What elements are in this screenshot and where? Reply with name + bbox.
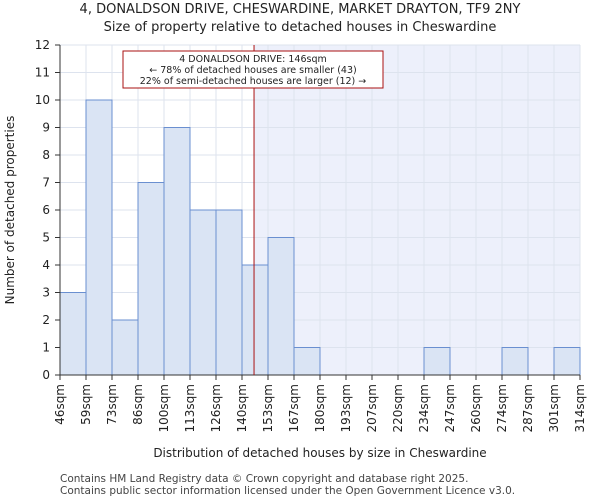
- y-tick-label: 5: [42, 231, 50, 245]
- x-tick-label: 140sqm: [235, 384, 249, 432]
- y-tick-label: 0: [42, 368, 50, 382]
- annotation-line: ← 78% of detached houses are smaller (43…: [149, 65, 356, 76]
- x-tick-label: 167sqm: [287, 384, 301, 432]
- y-tick-label: 7: [42, 176, 50, 190]
- histogram-bar: [189, 209, 217, 376]
- footer-licence: Contains public sector information licen…: [60, 485, 516, 497]
- x-tick-label: 59sqm: [79, 384, 93, 425]
- histogram-bar: [215, 209, 243, 376]
- y-tick-label: 8: [42, 148, 50, 162]
- annotation-line: 4 DONALDSON DRIVE: 146sqm: [179, 54, 327, 65]
- annotation-line: 22% of semi-detached houses are larger (…: [140, 76, 367, 87]
- x-tick-label: 100sqm: [157, 384, 171, 432]
- histogram-bar: [59, 292, 87, 376]
- histogram-bar: [137, 182, 165, 376]
- x-tick-label: 274sqm: [495, 384, 509, 432]
- y-tick-label: 11: [35, 66, 50, 80]
- x-tick-label: 73sqm: [105, 384, 119, 425]
- x-tick-label: 220sqm: [391, 384, 405, 432]
- x-tick-label: 207sqm: [365, 384, 379, 432]
- page-title: 4, DONALDSON DRIVE, CHESWARDINE, MARKET …: [79, 2, 521, 17]
- y-tick-label: 1: [42, 341, 50, 355]
- y-tick-label: 2: [42, 313, 50, 327]
- histogram-bar: [501, 347, 529, 376]
- x-tick-label: 260sqm: [469, 384, 483, 432]
- y-tick-label: 10: [35, 93, 50, 107]
- histogram-bar: [241, 264, 269, 376]
- x-tick-label: 247sqm: [443, 384, 457, 432]
- histogram-bar: [85, 99, 113, 376]
- y-tick-label: 12: [35, 38, 50, 52]
- x-tick-label: 126sqm: [209, 384, 223, 432]
- histogram-bar: [267, 237, 295, 376]
- x-tick-label: 86sqm: [131, 384, 145, 425]
- x-tick-label: 46sqm: [53, 384, 67, 425]
- x-tick-label: 314sqm: [573, 384, 587, 432]
- y-tick-label: 6: [42, 203, 50, 217]
- chart-subtitle: Size of property relative to detached ho…: [103, 20, 497, 35]
- x-tick-label: 234sqm: [417, 384, 431, 432]
- x-tick-label: 287sqm: [521, 384, 535, 432]
- y-axis-title: Number of detached properties: [3, 116, 17, 305]
- y-tick-label: 3: [42, 286, 50, 300]
- x-tick-label: 193sqm: [339, 384, 353, 432]
- histogram-bar: [293, 347, 321, 376]
- y-tick-label: 4: [42, 258, 50, 272]
- histogram-bar: [423, 347, 451, 376]
- x-tick-label: 153sqm: [261, 384, 275, 432]
- x-tick-label: 180sqm: [313, 384, 327, 432]
- y-tick-label: 9: [42, 121, 50, 135]
- histogram-bar: [553, 347, 581, 376]
- histogram-bar: [163, 127, 191, 376]
- footer-copyright: Contains HM Land Registry data © Crown c…: [60, 473, 469, 485]
- x-axis-title: Distribution of detached houses by size …: [153, 446, 486, 460]
- annotation-box: [122, 50, 384, 89]
- histogram-bar: [111, 319, 139, 376]
- x-tick-label: 113sqm: [183, 384, 197, 432]
- x-tick-label: 301sqm: [547, 384, 561, 432]
